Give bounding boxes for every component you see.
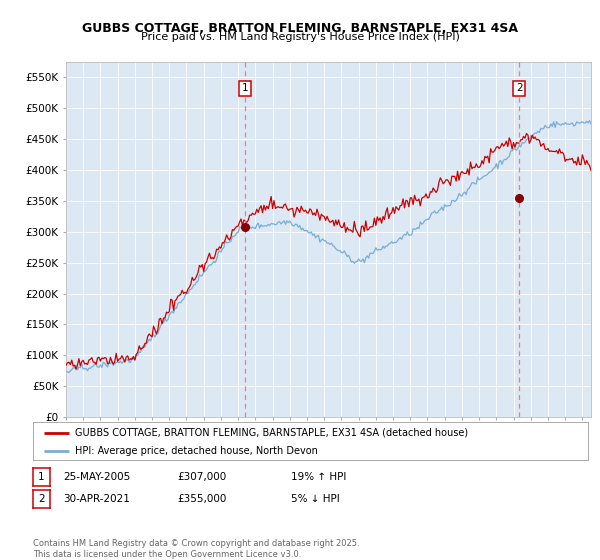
Text: £355,000: £355,000 — [177, 494, 226, 504]
Text: 19% ↑ HPI: 19% ↑ HPI — [291, 472, 346, 482]
Text: 30-APR-2021: 30-APR-2021 — [63, 494, 130, 504]
Text: 2: 2 — [38, 494, 45, 504]
Text: HPI: Average price, detached house, North Devon: HPI: Average price, detached house, Nort… — [74, 446, 317, 456]
Text: GUBBS COTTAGE, BRATTON FLEMING, BARNSTAPLE, EX31 4SA: GUBBS COTTAGE, BRATTON FLEMING, BARNSTAP… — [82, 22, 518, 35]
Text: £307,000: £307,000 — [177, 472, 226, 482]
Text: 5% ↓ HPI: 5% ↓ HPI — [291, 494, 340, 504]
Text: GUBBS COTTAGE, BRATTON FLEMING, BARNSTAPLE, EX31 4SA (detached house): GUBBS COTTAGE, BRATTON FLEMING, BARNSTAP… — [74, 428, 468, 438]
Text: 1: 1 — [38, 472, 45, 482]
Text: Price paid vs. HM Land Registry's House Price Index (HPI): Price paid vs. HM Land Registry's House … — [140, 32, 460, 43]
Text: Contains HM Land Registry data © Crown copyright and database right 2025.
This d: Contains HM Land Registry data © Crown c… — [33, 539, 359, 559]
Text: 2: 2 — [516, 83, 523, 94]
Text: 25-MAY-2005: 25-MAY-2005 — [63, 472, 130, 482]
Text: 1: 1 — [241, 83, 248, 94]
